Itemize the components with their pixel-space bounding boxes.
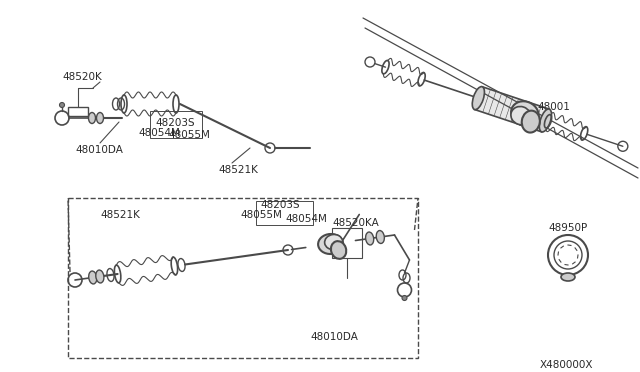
Ellipse shape [89, 271, 97, 284]
Ellipse shape [540, 109, 552, 132]
Text: 48521K: 48521K [218, 165, 258, 175]
Ellipse shape [324, 234, 342, 250]
Ellipse shape [97, 112, 104, 124]
Text: 48010DA: 48010DA [75, 145, 123, 155]
Circle shape [402, 295, 407, 301]
Text: X480000X: X480000X [540, 360, 593, 370]
Text: 48520K: 48520K [62, 72, 102, 82]
FancyBboxPatch shape [68, 107, 88, 116]
Text: 48950P: 48950P [548, 223, 588, 233]
Polygon shape [475, 87, 549, 132]
Text: 48203S: 48203S [260, 200, 300, 210]
Text: 48054M: 48054M [138, 128, 180, 138]
Ellipse shape [472, 87, 484, 110]
Text: 48001: 48001 [537, 102, 570, 112]
Text: 48203S: 48203S [155, 118, 195, 128]
Text: 48055M: 48055M [168, 130, 210, 140]
Circle shape [60, 103, 65, 108]
Ellipse shape [365, 232, 374, 245]
Text: 48055M: 48055M [240, 210, 282, 220]
Text: 48054M: 48054M [285, 214, 327, 224]
Ellipse shape [88, 112, 95, 124]
Ellipse shape [376, 231, 385, 243]
Ellipse shape [511, 101, 538, 126]
Text: 48521K: 48521K [100, 210, 140, 220]
Ellipse shape [96, 270, 104, 283]
Ellipse shape [561, 273, 575, 281]
Text: 48010DA: 48010DA [310, 332, 358, 342]
Ellipse shape [522, 110, 540, 132]
Text: 48520KA: 48520KA [332, 218, 379, 228]
Ellipse shape [331, 241, 346, 259]
Ellipse shape [318, 234, 343, 254]
Ellipse shape [511, 106, 531, 125]
